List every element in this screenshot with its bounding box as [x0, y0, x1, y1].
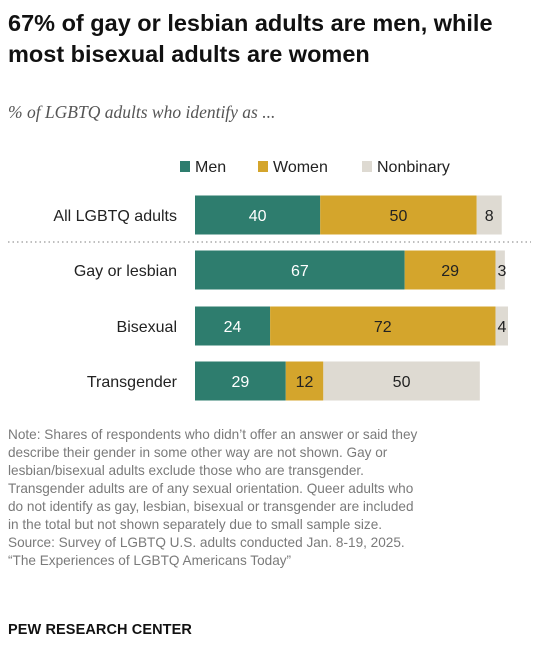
- note-line: in the total but not shown separately du…: [8, 517, 383, 532]
- note-line: Source: Survey of LGBTQ U.S. adults cond…: [8, 535, 405, 550]
- bar-women-all-lgbtq-adults: [320, 195, 477, 235]
- bar-nonbinary-bisexual: [495, 306, 508, 346]
- data-label-men-gay-or-lesbian: 67: [291, 263, 309, 280]
- data-label-nonbinary-transgender: 50: [393, 374, 411, 391]
- category-label-transgender: Transgender: [87, 374, 178, 391]
- note-line: describe their gender in some other way …: [8, 445, 388, 460]
- data-label-men-transgender: 29: [231, 374, 249, 391]
- bar-women-bisexual: [270, 306, 496, 346]
- chart-title: 67% of gay or lesbian adults are men, wh…: [8, 10, 493, 67]
- data-label-nonbinary-gay-or-lesbian: 3: [497, 263, 506, 280]
- legend-label-women: Women: [273, 159, 328, 176]
- data-label-women-all-lgbtq-adults: 50: [390, 208, 408, 225]
- data-label-women-bisexual: 72: [374, 319, 392, 336]
- legend-swatch-men: [180, 161, 190, 172]
- bar-women-transgender: [285, 361, 324, 401]
- legend-swatch-nonbinary: [362, 161, 372, 172]
- bar-men-transgender: [195, 361, 286, 401]
- note-line: Transgender adults are of any sexual ori…: [8, 481, 414, 496]
- data-label-nonbinary-all-lgbtq-adults: 8: [485, 208, 494, 225]
- note-line: do not identify as gay, lesbian, bisexua…: [8, 499, 414, 514]
- chart-note: Note: Shares of respondents who didn’t o…: [8, 426, 535, 570]
- pew-logo-text: PEW RESEARCH CENTER: [8, 622, 192, 638]
- bar-nonbinary-transgender: [323, 361, 480, 401]
- legend-label-men: Men: [195, 159, 226, 176]
- bar-men-bisexual: [195, 306, 271, 346]
- legend-label-nonbinary: Nonbinary: [377, 159, 450, 176]
- bar-nonbinary-all-lgbtq-adults: [476, 195, 502, 235]
- bar-nonbinary-gay-or-lesbian: [495, 250, 505, 290]
- data-label-women-transgender: 12: [296, 374, 314, 391]
- bar-men-all-lgbtq-adults: [195, 195, 321, 235]
- category-label-bisexual: Bisexual: [117, 319, 177, 336]
- stacked-bar-chart: Men Women Nonbinary All LGBTQ adults 40 50 8 Ga…: [8, 159, 531, 401]
- bar-women-gay-or-lesbian: [404, 250, 496, 290]
- category-label-gay-or-lesbian: Gay or lesbian: [74, 263, 177, 280]
- category-label-all-lgbtq-adults: All LGBTQ adults: [53, 208, 177, 225]
- data-label-men-all-lgbtq-adults: 40: [249, 208, 267, 225]
- data-label-men-bisexual: 24: [224, 319, 242, 336]
- note-line: “The Experiences of LGBTQ Americans Toda…: [8, 553, 292, 568]
- legend-swatch-women: [258, 161, 268, 172]
- data-label-nonbinary-bisexual: 4: [497, 319, 506, 336]
- data-label-women-gay-or-lesbian: 29: [441, 263, 459, 280]
- note-line: lesbian/bisexual adults exclude those wh…: [8, 463, 364, 478]
- note-line: Note: Shares of respondents who didn’t o…: [8, 427, 418, 442]
- chart-subtitle: % of LGBTQ adults who identify as ...: [8, 102, 276, 122]
- bar-men-gay-or-lesbian: [195, 250, 405, 290]
